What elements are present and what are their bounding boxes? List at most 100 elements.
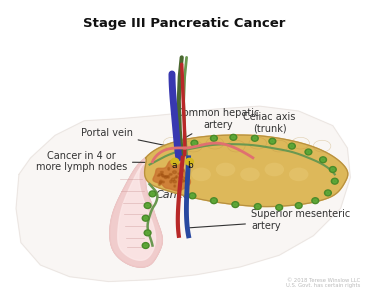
- Ellipse shape: [184, 180, 185, 182]
- Ellipse shape: [288, 143, 295, 149]
- Ellipse shape: [179, 176, 181, 179]
- Text: Celiac axis
(trunk): Celiac axis (trunk): [209, 112, 296, 147]
- Ellipse shape: [210, 135, 217, 141]
- Text: © 2018 Terese Winslow LLC
U.S. Govt. has certain rights: © 2018 Terese Winslow LLC U.S. Govt. has…: [286, 278, 360, 288]
- Ellipse shape: [332, 178, 338, 184]
- Ellipse shape: [170, 180, 172, 183]
- Ellipse shape: [265, 163, 284, 176]
- Ellipse shape: [295, 202, 302, 208]
- Ellipse shape: [290, 144, 294, 148]
- Ellipse shape: [186, 158, 194, 165]
- Ellipse shape: [216, 163, 236, 176]
- Ellipse shape: [256, 205, 260, 208]
- Ellipse shape: [306, 150, 310, 154]
- Polygon shape: [153, 160, 190, 191]
- Ellipse shape: [160, 180, 162, 182]
- Ellipse shape: [189, 193, 196, 199]
- Ellipse shape: [253, 136, 257, 140]
- Ellipse shape: [174, 185, 176, 187]
- Text: Cancer in 4 or
more lymph nodes: Cancer in 4 or more lymph nodes: [36, 151, 169, 172]
- Polygon shape: [16, 106, 350, 282]
- Ellipse shape: [161, 173, 163, 175]
- Text: Common hepatic
artery: Common hepatic artery: [176, 108, 260, 139]
- Ellipse shape: [212, 136, 216, 140]
- Ellipse shape: [192, 167, 211, 181]
- Ellipse shape: [190, 194, 194, 197]
- Ellipse shape: [165, 176, 168, 178]
- Polygon shape: [145, 135, 348, 207]
- Ellipse shape: [164, 176, 167, 178]
- Ellipse shape: [297, 204, 301, 207]
- Ellipse shape: [233, 203, 237, 206]
- Ellipse shape: [162, 176, 166, 177]
- Ellipse shape: [176, 176, 177, 178]
- Ellipse shape: [232, 202, 239, 208]
- Text: Pancreas: Pancreas: [276, 163, 327, 172]
- Ellipse shape: [240, 167, 260, 181]
- Ellipse shape: [169, 174, 172, 175]
- Ellipse shape: [321, 158, 325, 161]
- Ellipse shape: [159, 174, 162, 176]
- Ellipse shape: [331, 168, 335, 171]
- Ellipse shape: [276, 205, 283, 210]
- Ellipse shape: [314, 199, 317, 202]
- Ellipse shape: [277, 206, 281, 209]
- Ellipse shape: [171, 178, 175, 181]
- Text: Stage III Pancreatic Cancer: Stage III Pancreatic Cancer: [84, 17, 286, 30]
- Ellipse shape: [174, 177, 177, 178]
- Ellipse shape: [191, 140, 198, 146]
- Ellipse shape: [172, 171, 176, 173]
- Ellipse shape: [159, 184, 160, 186]
- Ellipse shape: [159, 182, 162, 184]
- Ellipse shape: [192, 142, 196, 145]
- Ellipse shape: [326, 191, 330, 195]
- Text: a: a: [171, 161, 177, 170]
- Ellipse shape: [210, 198, 217, 204]
- Ellipse shape: [144, 244, 148, 247]
- Ellipse shape: [167, 163, 187, 176]
- Text: b: b: [188, 161, 194, 170]
- Ellipse shape: [144, 230, 151, 236]
- Ellipse shape: [173, 181, 176, 183]
- Ellipse shape: [178, 173, 181, 174]
- Ellipse shape: [149, 191, 156, 197]
- Ellipse shape: [324, 190, 332, 196]
- Ellipse shape: [320, 157, 327, 163]
- Ellipse shape: [171, 158, 179, 165]
- Ellipse shape: [162, 174, 164, 177]
- Ellipse shape: [289, 167, 309, 181]
- Ellipse shape: [251, 135, 258, 141]
- Ellipse shape: [158, 175, 160, 176]
- Polygon shape: [118, 162, 156, 260]
- Ellipse shape: [142, 243, 149, 248]
- Ellipse shape: [144, 217, 148, 220]
- Ellipse shape: [162, 181, 164, 183]
- Ellipse shape: [181, 179, 184, 182]
- Polygon shape: [153, 160, 190, 191]
- Ellipse shape: [254, 204, 261, 209]
- Ellipse shape: [168, 167, 170, 170]
- Ellipse shape: [230, 134, 237, 140]
- Ellipse shape: [179, 180, 181, 183]
- Ellipse shape: [212, 199, 216, 202]
- Polygon shape: [110, 155, 162, 267]
- Text: Cancer: Cancer: [155, 190, 195, 200]
- Ellipse shape: [146, 231, 150, 235]
- Ellipse shape: [146, 204, 150, 207]
- Ellipse shape: [160, 171, 163, 173]
- Ellipse shape: [168, 176, 170, 178]
- Ellipse shape: [182, 169, 184, 171]
- Ellipse shape: [312, 198, 319, 204]
- Ellipse shape: [270, 140, 274, 143]
- Ellipse shape: [144, 202, 151, 208]
- Ellipse shape: [333, 179, 337, 183]
- Ellipse shape: [150, 192, 154, 196]
- Ellipse shape: [142, 215, 149, 221]
- Ellipse shape: [305, 149, 312, 155]
- Ellipse shape: [329, 167, 336, 172]
- Text: Superior mesenteric
artery: Superior mesenteric artery: [189, 209, 350, 231]
- Ellipse shape: [180, 176, 183, 177]
- Ellipse shape: [231, 136, 236, 139]
- Text: Portal vein: Portal vein: [81, 128, 175, 148]
- Ellipse shape: [269, 138, 276, 144]
